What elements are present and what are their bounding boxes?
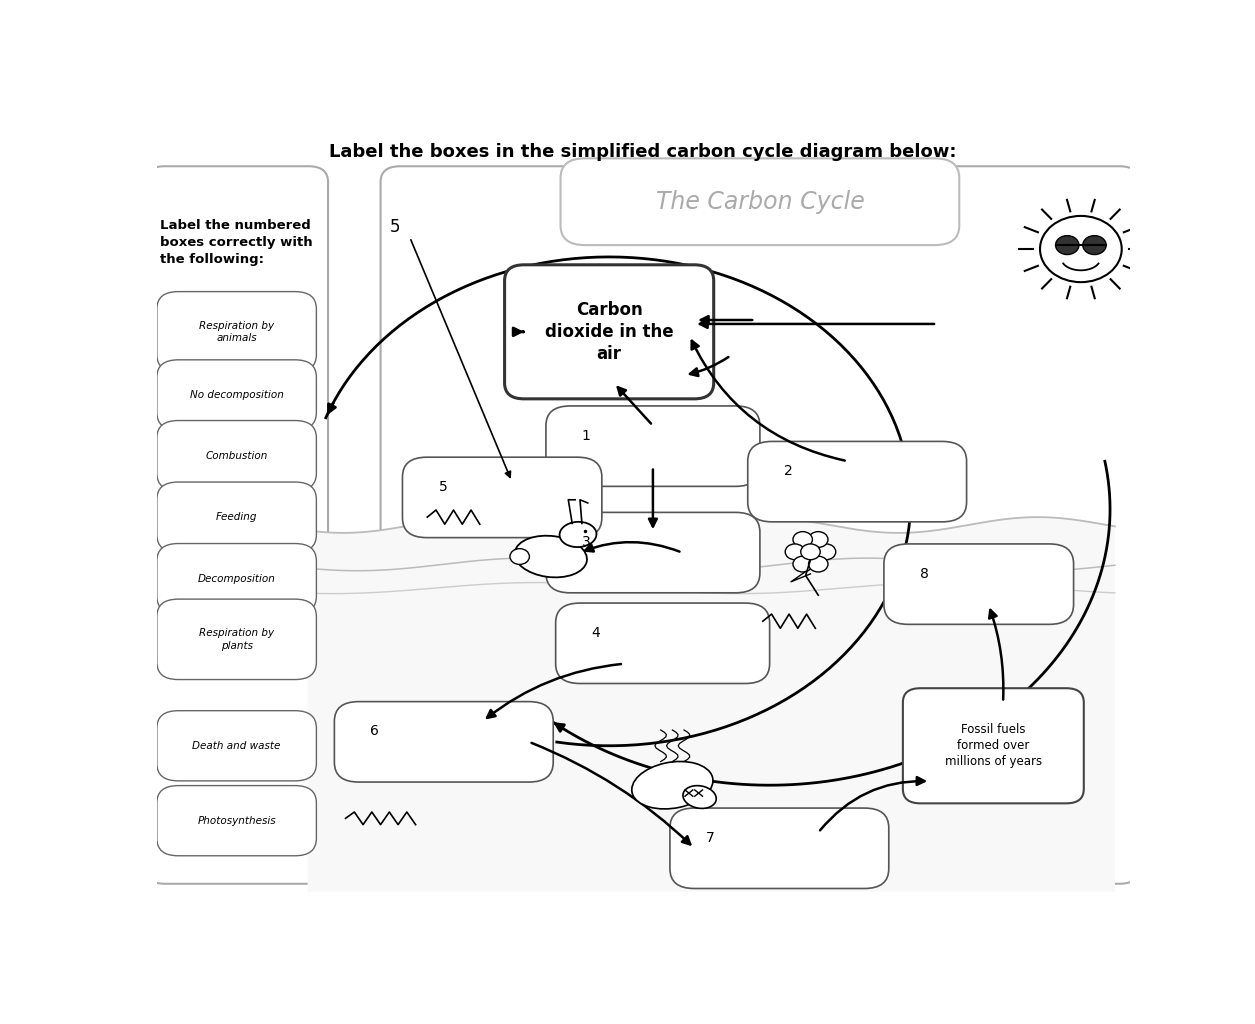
- FancyBboxPatch shape: [902, 688, 1084, 804]
- FancyBboxPatch shape: [546, 406, 761, 486]
- Text: Photosynthesis: Photosynthesis: [197, 816, 276, 825]
- Circle shape: [816, 544, 836, 560]
- FancyBboxPatch shape: [748, 441, 966, 522]
- Text: Label the numbered
boxes correctly with
the following:: Label the numbered boxes correctly with …: [161, 219, 312, 266]
- Text: Carbon
dioxide in the
air: Carbon dioxide in the air: [545, 301, 674, 364]
- FancyBboxPatch shape: [561, 159, 959, 245]
- Text: 1: 1: [582, 429, 591, 442]
- Circle shape: [786, 544, 804, 560]
- Text: Feeding: Feeding: [216, 512, 257, 522]
- Ellipse shape: [515, 536, 587, 578]
- Text: 7: 7: [705, 830, 714, 845]
- FancyBboxPatch shape: [157, 359, 316, 430]
- Circle shape: [808, 556, 828, 572]
- Text: Decomposition: Decomposition: [198, 573, 276, 584]
- FancyBboxPatch shape: [546, 512, 761, 593]
- Polygon shape: [307, 517, 1114, 892]
- FancyBboxPatch shape: [146, 166, 328, 884]
- FancyBboxPatch shape: [157, 482, 316, 552]
- Text: No decomposition: No decomposition: [190, 390, 284, 400]
- Text: 3: 3: [582, 536, 591, 549]
- Text: Combustion: Combustion: [206, 451, 267, 461]
- FancyBboxPatch shape: [505, 265, 714, 399]
- Text: 6: 6: [370, 725, 379, 738]
- Text: Death and waste: Death and waste: [192, 740, 281, 751]
- FancyBboxPatch shape: [157, 599, 316, 680]
- Circle shape: [801, 544, 821, 560]
- Text: Label the boxes in the simplified carbon cycle diagram below:: Label the boxes in the simplified carbon…: [329, 142, 958, 161]
- FancyBboxPatch shape: [157, 421, 316, 490]
- Circle shape: [793, 531, 812, 548]
- Circle shape: [808, 531, 828, 548]
- Text: 2: 2: [783, 464, 792, 478]
- Ellipse shape: [560, 522, 596, 547]
- Text: The Carbon Cycle: The Carbon Cycle: [655, 189, 865, 214]
- FancyBboxPatch shape: [670, 808, 889, 889]
- FancyBboxPatch shape: [884, 544, 1073, 625]
- Circle shape: [1083, 236, 1106, 255]
- Ellipse shape: [631, 762, 713, 809]
- FancyBboxPatch shape: [556, 603, 769, 683]
- FancyBboxPatch shape: [157, 292, 316, 372]
- Circle shape: [1055, 236, 1079, 255]
- FancyBboxPatch shape: [403, 457, 602, 538]
- Ellipse shape: [683, 785, 717, 808]
- Text: Respiration by
plants: Respiration by plants: [200, 628, 274, 650]
- Circle shape: [793, 556, 812, 572]
- Circle shape: [1040, 216, 1122, 283]
- Text: 8: 8: [920, 567, 929, 581]
- Circle shape: [510, 549, 530, 564]
- Text: 4: 4: [591, 626, 600, 640]
- FancyBboxPatch shape: [380, 166, 1140, 884]
- Text: 5: 5: [438, 480, 447, 494]
- Text: 5: 5: [390, 218, 400, 236]
- FancyBboxPatch shape: [334, 701, 553, 782]
- FancyBboxPatch shape: [157, 711, 316, 781]
- FancyBboxPatch shape: [157, 544, 316, 613]
- Text: Respiration by
animals: Respiration by animals: [200, 321, 274, 343]
- Text: Fossil fuels
formed over
millions of years: Fossil fuels formed over millions of yea…: [945, 723, 1042, 768]
- FancyBboxPatch shape: [157, 785, 316, 856]
